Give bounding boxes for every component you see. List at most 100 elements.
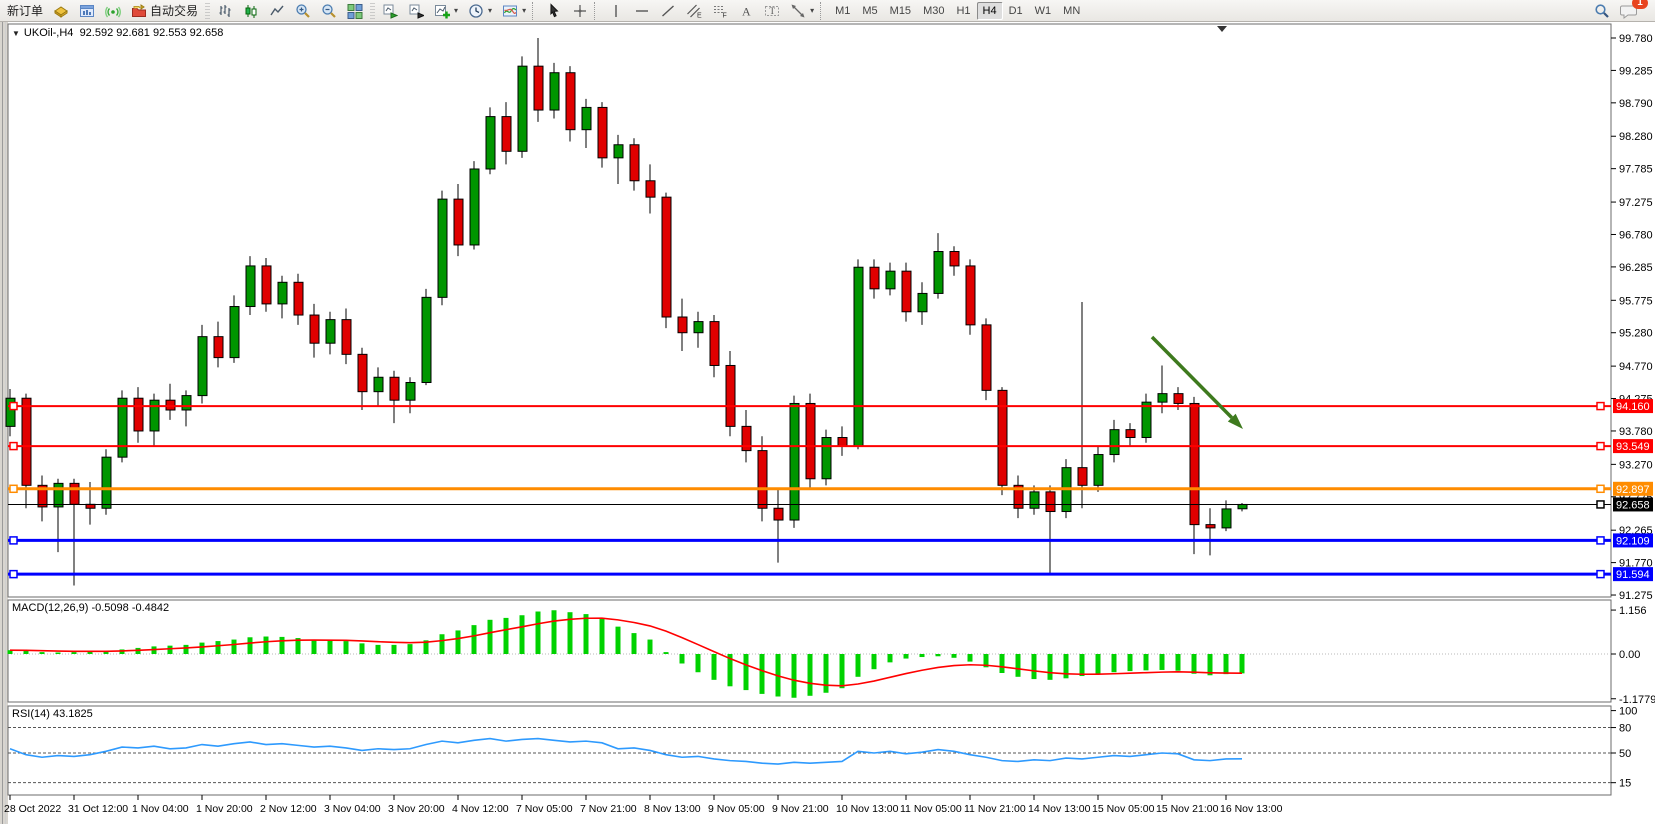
auto-scroll-icon: [382, 3, 399, 19]
chart-shift-icon: [408, 3, 425, 19]
signals-button[interactable]: [100, 0, 126, 22]
auto-trading-label: 自动交易: [150, 4, 199, 18]
template-button[interactable]: ▾: [497, 0, 531, 22]
vertical-line-icon: [608, 3, 624, 19]
svg-text:15 Nov 05:00: 15 Nov 05:00: [1092, 803, 1155, 815]
timeframe-button-h1[interactable]: H1: [956, 4, 971, 17]
svg-text:0.00: 0.00: [1619, 649, 1640, 661]
window-icon: [79, 3, 95, 19]
svg-text:50: 50: [1619, 748, 1631, 760]
timeframe-button-h4[interactable]: H4: [976, 1, 1003, 20]
svg-text:7 Nov 21:00: 7 Nov 21:00: [580, 803, 637, 815]
auto-scroll-button[interactable]: [377, 0, 403, 22]
new-order-button[interactable]: 新订单: [2, 0, 48, 22]
new-order-label: 新订单: [7, 4, 44, 18]
timeframe-button-m1[interactable]: M1: [835, 4, 851, 17]
timeframe-button-m15[interactable]: M15: [889, 4, 912, 17]
chart-shift-button[interactable]: [403, 0, 429, 22]
trendline-button[interactable]: [655, 0, 681, 22]
gold-box-icon: [53, 3, 69, 19]
svg-text:28 Oct 2022: 28 Oct 2022: [4, 803, 61, 815]
arrows-button[interactable]: ▾: [785, 0, 819, 22]
svg-text:T: T: [770, 6, 776, 16]
svg-text:93.549: 93.549: [1616, 441, 1650, 453]
svg-text:100: 100: [1619, 706, 1637, 718]
crosshair-icon: [572, 3, 588, 19]
svg-text:31 Oct 12:00: 31 Oct 12:00: [68, 803, 128, 815]
candlestick-chart-button[interactable]: [238, 0, 264, 22]
add-indicator-button[interactable]: ▾: [429, 0, 463, 22]
trendline-icon: [660, 3, 676, 19]
toolbar-grip: [205, 2, 211, 19]
line-chart-icon: [269, 3, 285, 19]
timeframe-button-mn[interactable]: MN: [1063, 4, 1081, 17]
svg-text:99.285: 99.285: [1619, 65, 1653, 77]
text-icon: A: [738, 3, 754, 19]
notification-badge[interactable]: 1: [1632, 0, 1648, 9]
search-button[interactable]: [1589, 0, 1615, 22]
add-indicator-icon: [434, 3, 451, 19]
svg-text:94.770: 94.770: [1619, 361, 1653, 373]
data-window-button[interactable]: [74, 0, 100, 22]
dropdown-caret-icon[interactable]: ▾: [454, 6, 459, 15]
timeframe-button-w1[interactable]: W1: [1034, 4, 1052, 17]
zoom-in-button[interactable]: [290, 0, 316, 22]
toolbar-grip: [370, 2, 376, 19]
svg-text:95.280: 95.280: [1619, 328, 1653, 340]
svg-text:7 Nov 05:00: 7 Nov 05:00: [516, 803, 573, 815]
timeframe-button-m5[interactable]: M5: [862, 4, 878, 17]
svg-text:3 Nov 20:00: 3 Nov 20:00: [388, 803, 445, 815]
signal-icon: [105, 3, 121, 19]
svg-text:10 Nov 13:00: 10 Nov 13:00: [836, 803, 899, 815]
svg-text:98.280: 98.280: [1619, 131, 1653, 143]
svg-text:15 Nov 21:00: 15 Nov 21:00: [1156, 803, 1219, 815]
equidistant-channel-icon: E: [686, 3, 702, 19]
svg-text:91.275: 91.275: [1619, 590, 1653, 602]
horizontal-line-icon: [634, 3, 650, 19]
tile-windows-button[interactable]: [342, 0, 368, 22]
period-button[interactable]: ▾: [463, 0, 497, 22]
bar-chart-button[interactable]: [212, 0, 238, 22]
bar-chart-icon: [217, 3, 233, 19]
horizontal-line-button[interactable]: [629, 0, 655, 22]
toolbar-separator: [532, 1, 540, 20]
svg-text:2 Nov 12:00: 2 Nov 12:00: [260, 803, 317, 815]
zoom-out-button[interactable]: [316, 0, 342, 22]
clock-icon: [468, 3, 484, 19]
candles: [5, 38, 1248, 586]
arrows-icon: [790, 3, 806, 19]
dropdown-caret-icon[interactable]: ▾: [810, 6, 815, 15]
line-chart-button[interactable]: [264, 0, 290, 22]
vertical-line-button[interactable]: [603, 0, 629, 22]
svg-text:11 Nov 05:00: 11 Nov 05:00: [900, 803, 962, 815]
svg-text:93.780: 93.780: [1619, 426, 1653, 438]
timeframe-button-d1[interactable]: D1: [1008, 4, 1023, 17]
svg-text:3 Nov 04:00: 3 Nov 04:00: [324, 803, 381, 815]
chart-shift-marker: [1217, 26, 1227, 32]
svg-text:9 Nov 21:00: 9 Nov 21:00: [772, 803, 829, 815]
cursor-button[interactable]: [541, 0, 567, 22]
notifications-button[interactable]: 1: [1615, 0, 1648, 22]
text-label-button[interactable]: T: [759, 0, 785, 22]
dropdown-caret-icon[interactable]: ▾: [522, 6, 527, 15]
timeframe-button-m30[interactable]: M30: [923, 4, 945, 17]
dropdown-caret-icon[interactable]: ▾: [488, 6, 493, 15]
svg-text:F: F: [723, 12, 727, 19]
zoom-in-icon: [295, 3, 311, 19]
svg-text:91.594: 91.594: [1616, 569, 1650, 581]
equidistant-channel-button[interactable]: E: [681, 0, 707, 22]
text-button[interactable]: A: [733, 0, 759, 22]
auto-trading-icon: [131, 3, 147, 19]
text-label-icon: T: [764, 3, 780, 19]
timeframe-group: M1 M5 M15 M30 H1 H4 D1 W1 MN: [829, 1, 1086, 20]
svg-text:15: 15: [1619, 778, 1631, 790]
market-watch-button[interactable]: [48, 0, 74, 22]
svg-text:95.775: 95.775: [1619, 295, 1653, 307]
svg-text:92.109: 92.109: [1616, 535, 1650, 547]
svg-text:1 Nov 04:00: 1 Nov 04:00: [132, 803, 189, 815]
svg-text:99.780: 99.780: [1619, 33, 1653, 45]
crosshair-button[interactable]: [567, 0, 593, 22]
auto-trading-button[interactable]: 自动交易: [126, 0, 203, 22]
fibonacci-button[interactable]: F: [707, 0, 733, 22]
